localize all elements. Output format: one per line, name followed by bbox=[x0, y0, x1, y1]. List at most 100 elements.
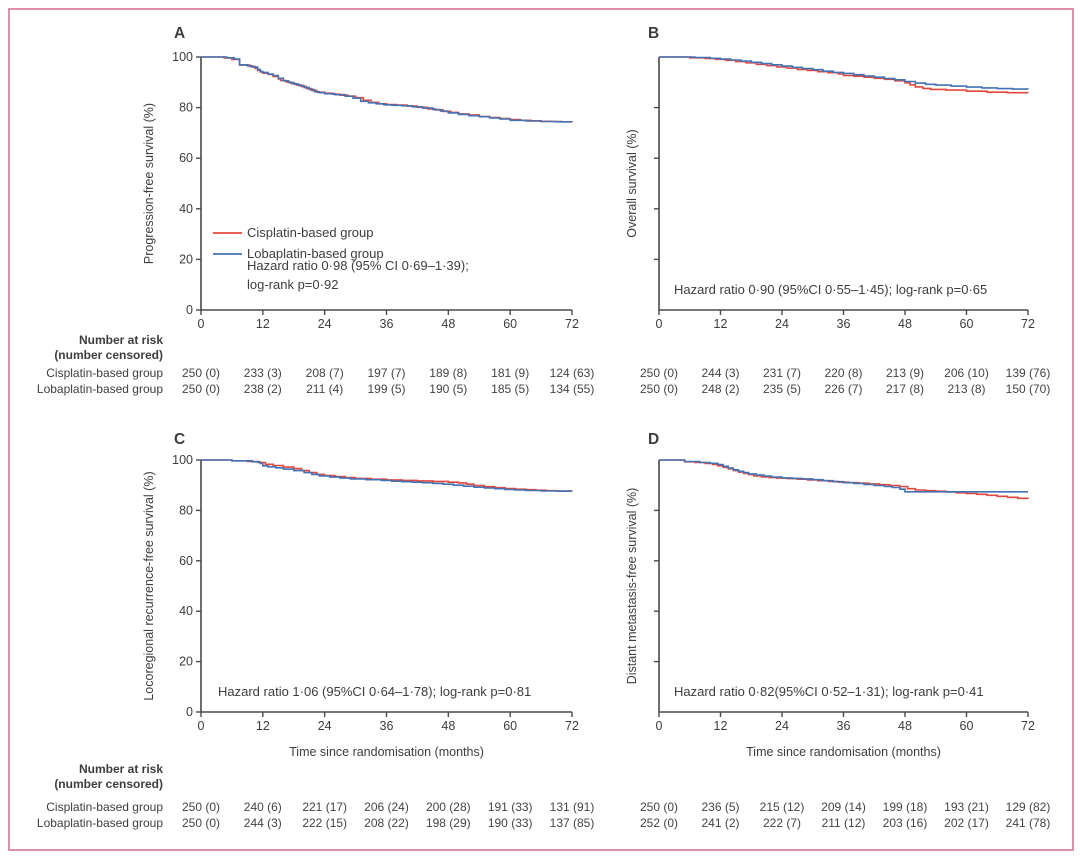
x-tick-label-panel-C: 12 bbox=[256, 719, 270, 733]
risk-cell-C-row0-t60: 191 (33) bbox=[487, 800, 533, 814]
x-tick-label-panel-B: 72 bbox=[1021, 317, 1035, 331]
risk-cell-D-row0-t48: 199 (18) bbox=[882, 800, 928, 814]
y-tick-label-panel-A: 100 bbox=[172, 50, 193, 64]
risk-table-header-line2: (number censored) bbox=[54, 348, 163, 362]
risk-cell-B-row1-t48: 217 (8) bbox=[885, 382, 925, 396]
x-tick-label-panel-D: 12 bbox=[714, 719, 728, 733]
risk-cell-D-row0-t60: 193 (21) bbox=[944, 800, 989, 814]
risk-cell-A-row0-t12: 233 (3) bbox=[243, 366, 282, 380]
risk-cell-C-row0-t24: 221 (17) bbox=[302, 800, 348, 814]
risk-cell-B-row0-t36: 220 (8) bbox=[824, 366, 863, 380]
risk-cell-C-row0-t48: 200 (28) bbox=[425, 800, 471, 814]
risk-cell-D-row1-t48: 203 (16) bbox=[882, 816, 928, 830]
y-tick-label-panel-C: 60 bbox=[179, 554, 193, 568]
risk-cell-D-row0-t24: 215 (12) bbox=[759, 800, 805, 814]
y-tick-label-panel-C: 20 bbox=[179, 655, 193, 669]
risk-table-header-line1: Number at risk bbox=[78, 333, 163, 347]
risk-cell-A-row1-t24: 211 (4) bbox=[306, 382, 344, 396]
survival-curve-lobaplatin-panel-B bbox=[659, 56, 1029, 90]
x-tick-label-panel-D: 60 bbox=[960, 719, 974, 733]
x-tick-label-panel-D: 72 bbox=[1021, 719, 1035, 733]
risk-table-header-line1-bottom: Number at risk bbox=[78, 762, 163, 776]
x-axis-title-panel-C: Time since randomisation (months) bbox=[289, 745, 484, 759]
risk-cell-B-row1-t72: 150 (70) bbox=[1005, 382, 1051, 396]
panel-label-D: D bbox=[648, 431, 659, 448]
risk-cell-A-row1-t60: 185 (5) bbox=[491, 382, 530, 396]
risk-cell-D-row1-t0: 252 (0) bbox=[639, 816, 679, 830]
x-axis-title-panel-D: Time since randomisation (months) bbox=[746, 745, 941, 759]
x-tick-label-panel-A: 60 bbox=[503, 317, 517, 331]
risk-cell-A-row0-t48: 189 (8) bbox=[429, 366, 468, 380]
risk-cell-A-row1-t12: 238 (2) bbox=[243, 382, 282, 396]
risk-cell-D-row1-t60: 202 (17) bbox=[944, 816, 989, 830]
y-tick-label-panel-A: 40 bbox=[179, 202, 193, 216]
x-tick-label-panel-C: 60 bbox=[503, 719, 517, 733]
risk-cell-B-row1-t24: 235 (5) bbox=[762, 382, 802, 396]
risk-cell-C-row1-t36: 208 (22) bbox=[364, 816, 409, 830]
y-tick-label-panel-A: 20 bbox=[179, 252, 193, 266]
x-tick-label-panel-C: 0 bbox=[198, 719, 205, 733]
risk-cell-C-row1-t12: 244 (3) bbox=[243, 816, 282, 830]
panel-label-A: A bbox=[174, 25, 185, 42]
x-tick-label-panel-B: 0 bbox=[656, 317, 663, 331]
survival-curve-lobaplatin-panel-D bbox=[659, 459, 1028, 493]
risk-cell-C-row1-t72: 137 (85) bbox=[549, 816, 595, 830]
y-tick-label-panel-A: 60 bbox=[179, 151, 193, 165]
panel-label-C: C bbox=[174, 431, 185, 448]
y-tick-label-panel-C: 80 bbox=[179, 503, 193, 517]
annotation-panel-A: Hazard ratio 0·98 (95% CI 0·69–1·39); bbox=[247, 258, 469, 273]
risk-row-label-lobaplatin-top: Lobaplatin-based group bbox=[36, 382, 163, 396]
risk-cell-B-row0-t60: 206 (10) bbox=[944, 366, 989, 380]
risk-cell-C-row1-t0: 250 (0) bbox=[181, 816, 221, 830]
y-tick-label-panel-A: 80 bbox=[179, 101, 193, 115]
x-tick-label-panel-C: 36 bbox=[380, 719, 394, 733]
x-tick-label-panel-A: 12 bbox=[256, 317, 270, 331]
risk-cell-A-row1-t0: 250 (0) bbox=[181, 382, 221, 396]
x-tick-label-panel-D: 24 bbox=[775, 719, 789, 733]
risk-table-header-line2-bottom: (number censored) bbox=[54, 777, 163, 791]
risk-row-label-cisplatin-bottom: Cisplatin-based group bbox=[46, 800, 163, 814]
x-tick-label-panel-C: 48 bbox=[441, 719, 455, 733]
annotation-panel-B: Hazard ratio 0·90 (95%CI 0·55–1·45); log… bbox=[674, 282, 987, 297]
x-tick-label-panel-B: 60 bbox=[960, 317, 974, 331]
y-axis-title-panel-D: Distant metastasis-free survival (%) bbox=[625, 488, 639, 685]
risk-cell-A-row0-t72: 124 (63) bbox=[549, 366, 595, 380]
panel-label-B: B bbox=[648, 25, 659, 42]
x-tick-label-panel-B: 36 bbox=[837, 317, 851, 331]
risk-cell-C-row0-t0: 250 (0) bbox=[181, 800, 221, 814]
risk-cell-A-row0-t36: 197 (7) bbox=[367, 366, 406, 380]
risk-cell-A-row0-t60: 181 (9) bbox=[491, 366, 530, 380]
risk-row-label-lobaplatin-bottom: Lobaplatin-based group bbox=[36, 816, 163, 830]
risk-cell-B-row0-t12: 244 (3) bbox=[701, 366, 740, 380]
y-tick-label-panel-C: 100 bbox=[172, 453, 193, 467]
x-tick-label-panel-A: 36 bbox=[380, 317, 394, 331]
risk-cell-D-row0-t12: 236 (5) bbox=[701, 800, 740, 814]
risk-cell-C-row0-t72: 131 (91) bbox=[549, 800, 595, 814]
x-tick-label-panel-A: 48 bbox=[441, 317, 455, 331]
risk-cell-D-row0-t36: 209 (14) bbox=[821, 800, 866, 814]
risk-cell-C-row1-t60: 190 (33) bbox=[487, 816, 533, 830]
survival-curve-lobaplatin-panel-C bbox=[201, 459, 572, 492]
legend-label-cisplatin: Cisplatin-based group bbox=[247, 225, 373, 240]
risk-cell-C-row1-t24: 222 (15) bbox=[302, 816, 348, 830]
x-tick-label-panel-B: 24 bbox=[775, 317, 789, 331]
x-tick-label-panel-C: 24 bbox=[318, 719, 332, 733]
risk-cell-D-row1-t12: 241 (2) bbox=[701, 816, 740, 830]
y-tick-label-panel-C: 40 bbox=[179, 604, 193, 618]
y-axis-title-panel-A: Progression-free survival (%) bbox=[142, 103, 156, 264]
risk-cell-B-row0-t0: 250 (0) bbox=[639, 366, 679, 380]
risk-cell-D-row1-t24: 222 (7) bbox=[762, 816, 802, 830]
x-tick-label-panel-D: 0 bbox=[656, 719, 663, 733]
x-tick-label-panel-A: 0 bbox=[198, 317, 205, 331]
x-tick-label-panel-A: 24 bbox=[318, 317, 332, 331]
risk-cell-A-row1-t36: 199 (5) bbox=[367, 382, 406, 396]
y-axis-title-panel-B: Overall survival (%) bbox=[625, 129, 639, 237]
risk-cell-C-row1-t48: 198 (29) bbox=[425, 816, 471, 830]
y-tick-label-panel-A: 0 bbox=[186, 303, 193, 317]
risk-row-label-cisplatin-top: Cisplatin-based group bbox=[46, 366, 163, 380]
risk-cell-D-row0-t0: 250 (0) bbox=[639, 800, 679, 814]
x-tick-label-panel-B: 12 bbox=[714, 317, 728, 331]
